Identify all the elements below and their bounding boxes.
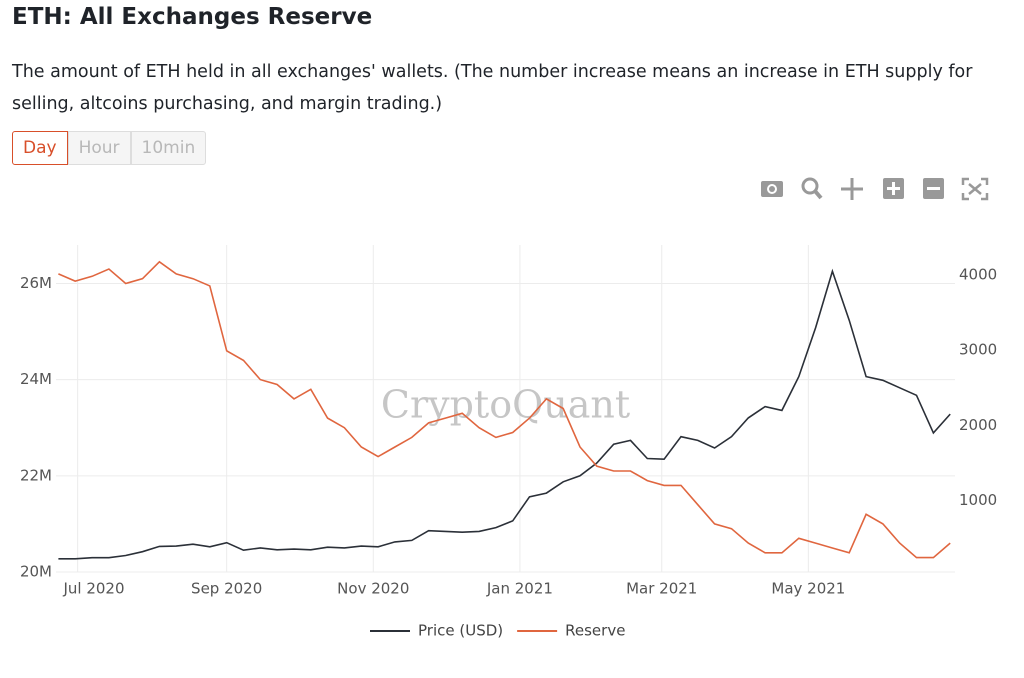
watermark: CryptoQuant [381, 383, 630, 427]
zoom-icon[interactable] [801, 177, 823, 200]
y2-tick-label: 4000 [959, 266, 997, 284]
y-tick-label: 20M [20, 563, 52, 581]
page-title: ETH: All Exchanges Reserve [12, 4, 373, 30]
y2-tick-label: 1000 [959, 491, 997, 509]
x-tick-label: Mar 2021 [626, 580, 697, 598]
autoscale-icon[interactable] [961, 177, 989, 201]
description: The amount of ETH held in all exchanges'… [12, 62, 973, 114]
y2-tick-label: 2000 [959, 416, 997, 434]
hour-button[interactable]: Hour [67, 131, 131, 165]
interval-buttons: Day Hour 10min [12, 131, 207, 165]
series-line [58, 260, 951, 559]
tenmin-button[interactable]: 10min [130, 131, 207, 165]
pan-icon[interactable] [841, 178, 863, 200]
camera-icon[interactable] [761, 181, 783, 197]
x-tick-label: Nov 2020 [337, 580, 409, 598]
x-tick-label: Sep 2020 [191, 580, 262, 598]
y-tick-label: 24M [20, 370, 52, 388]
zoom-out-icon[interactable] [923, 178, 944, 199]
day-button[interactable]: Day [12, 131, 68, 165]
y-tick-label: 26M [20, 274, 52, 292]
toolbar [761, 177, 989, 201]
zoom-in-icon[interactable] [883, 178, 904, 199]
legend-label: Price (USD) [418, 622, 503, 640]
legend-label: Reserve [565, 622, 625, 640]
series-line [58, 268, 951, 560]
x-tick-label: May 2021 [771, 580, 845, 598]
x-tick-label: Jul 2020 [62, 580, 124, 598]
y2-tick-label: 3000 [959, 341, 997, 359]
y-tick-label: 22M [20, 466, 52, 484]
x-tick-label: Jan 2021 [486, 580, 553, 598]
